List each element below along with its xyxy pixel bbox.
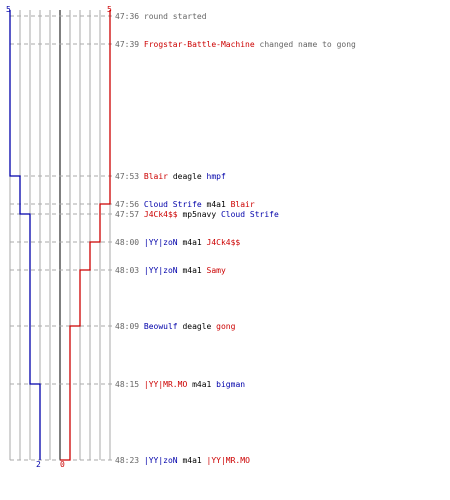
event-time: 48:23 (115, 456, 144, 465)
event-text: m4a1 (178, 456, 207, 465)
event-text: round started (144, 12, 207, 21)
event-text: |YY|MR.MO (207, 456, 251, 465)
event-time: 47:39 (115, 40, 144, 49)
event-row: 47:53 Blair deagle hmpf (115, 172, 226, 181)
event-text: J4Ck4$$ (144, 210, 178, 219)
event-text: |YY|zoN (144, 238, 178, 247)
event-text: changed name to gong (255, 40, 356, 49)
event-text: deagle (168, 172, 207, 181)
event-time: 47:36 (115, 12, 144, 21)
event-time: 47:53 (115, 172, 144, 181)
event-text: mp5navy (178, 210, 221, 219)
alive-count-lines (9, 10, 111, 461)
event-text: Frogstar-Battle-Machine (144, 40, 255, 49)
event-text: Cloud Strife (144, 200, 202, 209)
event-time: 48:03 (115, 266, 144, 275)
event-connectors (10, 15, 112, 461)
event-time: 47:56 (115, 200, 144, 209)
event-row: 48:15 |YY|MR.MO m4a1 bigman (115, 380, 245, 389)
event-time: 48:00 (115, 238, 144, 247)
event-row: 47:56 Cloud Strife m4a1 Blair (115, 200, 255, 209)
event-row: 48:03 |YY|zoN m4a1 Samy (115, 266, 226, 275)
event-text: |YY|zoN (144, 456, 178, 465)
event-text: Samy (207, 266, 226, 275)
event-row: 48:09 Beowulf deagle gong (115, 322, 236, 331)
event-time: 48:15 (115, 380, 144, 389)
event-log: 47:36 round started 47:39 Frogstar-Battle… (115, 12, 356, 465)
blue-top-score: 5 (6, 5, 11, 14)
event-text: m4a1 (202, 200, 231, 209)
blue-bottom-score: 2 (36, 460, 41, 469)
event-row: 47:57 J4Ck4$$ mp5navy Cloud Strife (115, 210, 279, 219)
blue-team-line (9, 10, 41, 460)
event-text: bigman (216, 380, 245, 389)
event-text: gong (216, 322, 235, 331)
red-team-line (60, 10, 111, 461)
event-text: J4Ck4$$ (207, 238, 241, 247)
red-bottom-score: 0 (60, 460, 65, 469)
event-text: m4a1 (187, 380, 216, 389)
event-time: 48:09 (115, 322, 144, 331)
event-text: Cloud Strife (221, 210, 279, 219)
event-text: Blair (231, 200, 255, 209)
timeline-grid (9, 10, 111, 460)
event-text: deagle (178, 322, 217, 331)
event-row: 48:23 |YY|zoN m4a1 |YY|MR.MO (115, 456, 250, 465)
event-text: Beowulf (144, 322, 178, 331)
event-text: |YY|MR.MO (144, 380, 188, 389)
event-text: Blair (144, 172, 168, 181)
event-row: 47:39 Frogstar-Battle-Machine changed na… (115, 40, 356, 49)
event-time: 47:57 (115, 210, 144, 219)
red-top-score: 5 (107, 5, 112, 14)
event-row: 48:00 |YY|zoN m4a1 J4Ck4$$ (115, 238, 240, 247)
event-text: m4a1 (178, 266, 207, 275)
event-text: m4a1 (178, 238, 207, 247)
event-row: 47:36 round started (115, 12, 207, 21)
event-text: hmpf (207, 172, 226, 181)
event-text: |YY|zoN (144, 266, 178, 275)
